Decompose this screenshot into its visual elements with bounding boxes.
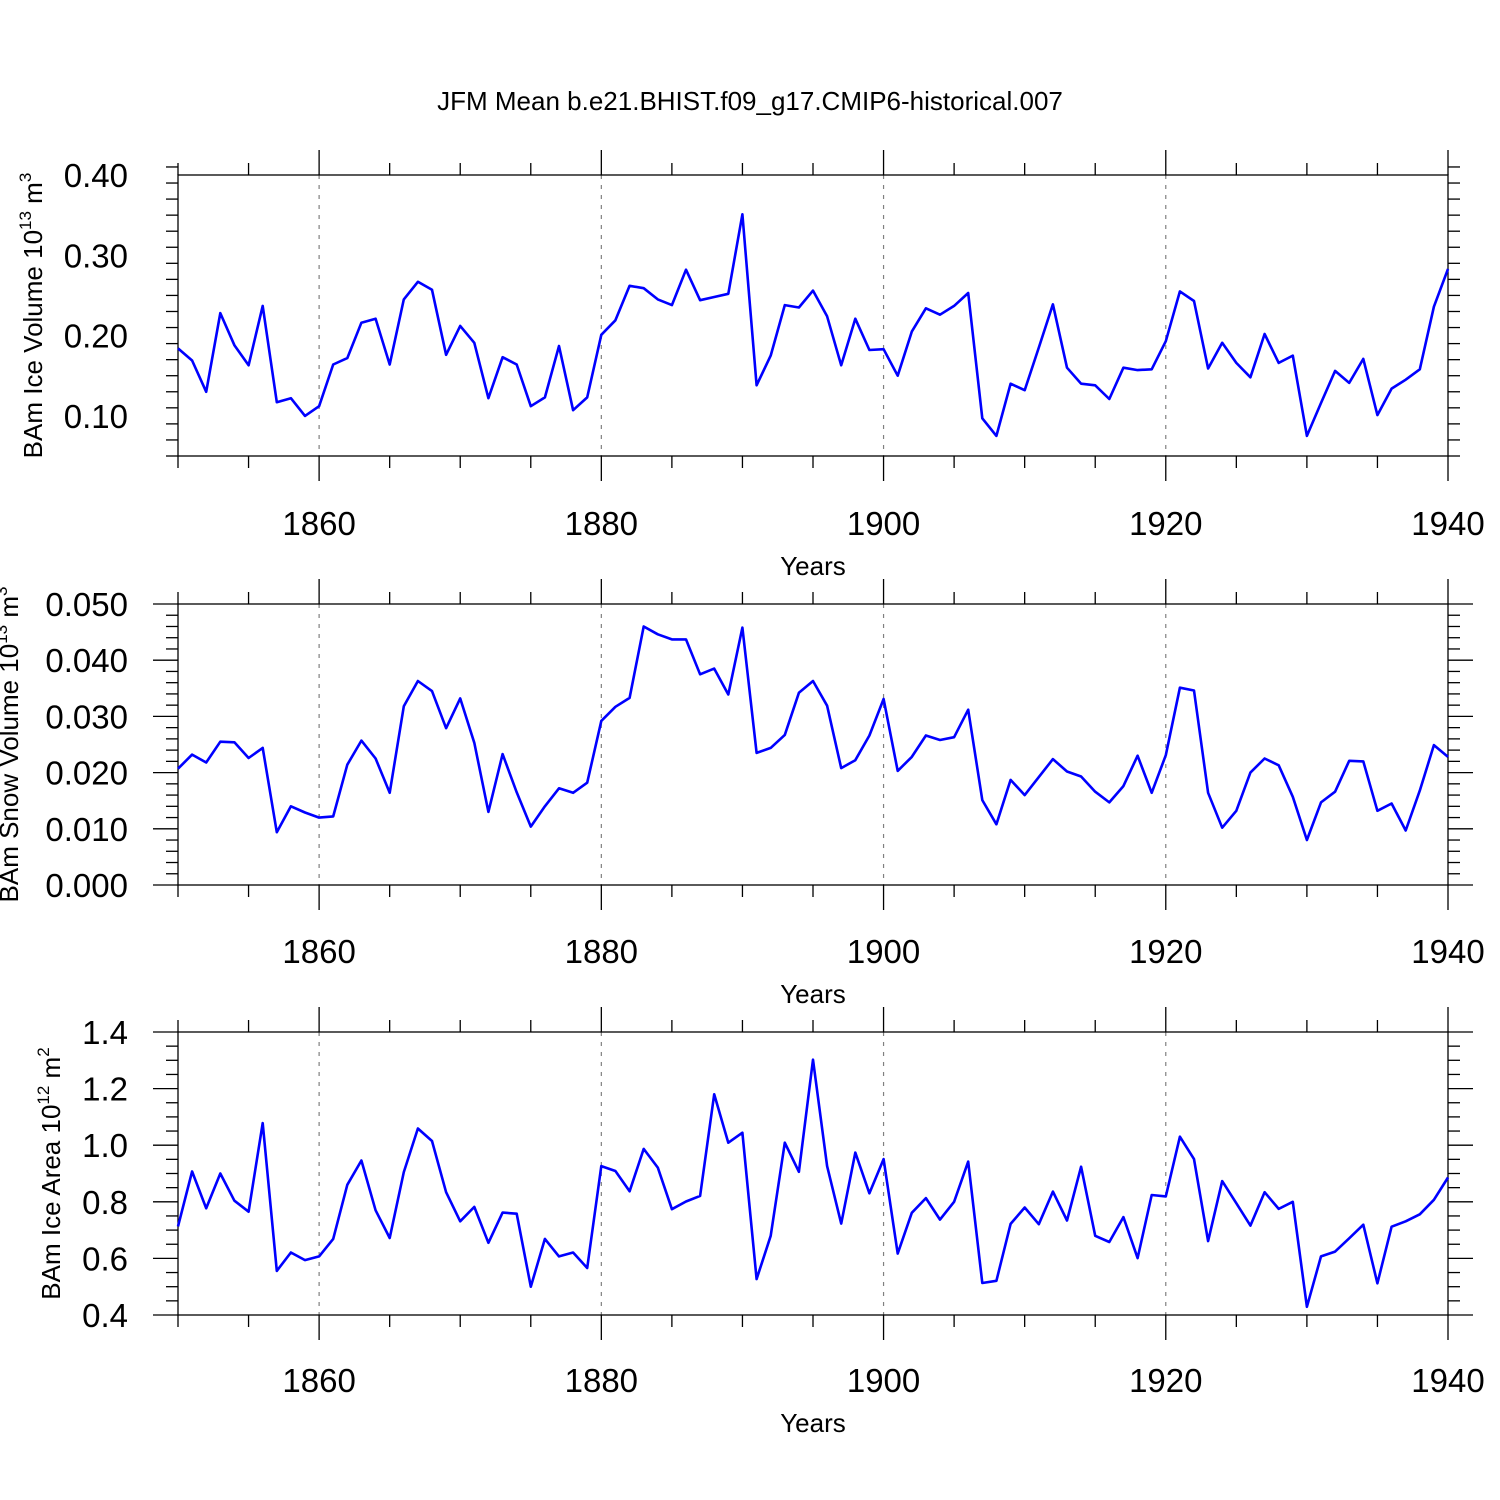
y-tick-label: 0.8 xyxy=(82,1184,128,1221)
x-tick-label: 1880 xyxy=(565,933,638,970)
plot-frame xyxy=(177,1031,1449,1316)
chart-title: JFM Mean b.e21.BHIST.f09_g17.CMIP6-histo… xyxy=(437,86,1063,116)
y-tick-label: 0.20 xyxy=(64,318,128,355)
x-tick-label: 1860 xyxy=(282,933,355,970)
y-axis-label: BAm Snow Volume 1013 m3 xyxy=(0,587,24,903)
panel-1: 1860 1880 1900 1920 1940 0.10 0.20 0.30 0.40 Year… xyxy=(16,150,1485,581)
y-tick-label: 0.4 xyxy=(82,1297,128,1334)
y-tick-label: 1.2 xyxy=(82,1071,128,1108)
y-axis-label: BAm Ice Volume 1013 m3 xyxy=(16,173,48,459)
plot-frame xyxy=(177,603,1449,886)
panels-group: 1860 1880 1900 1920 1940 0.10 0.20 0.30 0.40 Year… xyxy=(0,150,1485,1438)
panel-3: 1860 1880 1900 1920 1940 0.4 0.6 0.8 1.0 1.2 1.4 Ye… xyxy=(34,1007,1485,1438)
x-tick-label: 1880 xyxy=(565,505,638,542)
x-tick-label: 1920 xyxy=(1129,1362,1202,1399)
x-tick-label: 1860 xyxy=(282,1362,355,1399)
x-tick-label: 1900 xyxy=(847,933,920,970)
x-axis-label: Years xyxy=(780,1408,846,1438)
panel-2: 1860 1880 1900 1920 1940 0.000 0.010 0.020 0.030… xyxy=(0,579,1485,1009)
y-tick-label: 0.020 xyxy=(45,755,128,792)
plot-frame xyxy=(177,174,1449,457)
x-tick-label: 1940 xyxy=(1411,933,1484,970)
y-tick-label: 0.040 xyxy=(45,642,128,679)
x-tick-label: 1880 xyxy=(565,1362,638,1399)
y-tick-label: 1.0 xyxy=(82,1127,128,1164)
y-tick-label: 0.000 xyxy=(45,867,128,904)
y-tick-label: 0.40 xyxy=(64,157,128,194)
x-tick-label: 1920 xyxy=(1129,933,1202,970)
y-tick-label: 0.30 xyxy=(64,237,128,274)
x-tick-label: 1900 xyxy=(847,1362,920,1399)
y-tick-label: 0.10 xyxy=(64,398,128,435)
y-tick-label: 0.050 xyxy=(45,586,128,623)
series-line xyxy=(176,1058,1450,1309)
x-tick-label: 1920 xyxy=(1129,505,1202,542)
y-tick-label: 0.6 xyxy=(82,1240,128,1277)
x-tick-label: 1900 xyxy=(847,505,920,542)
x-axis-label: Years xyxy=(780,551,846,581)
x-axis-label: Years xyxy=(780,979,846,1009)
series-line xyxy=(177,625,1449,842)
y-tick-label: 0.010 xyxy=(45,811,128,848)
y-tick-label: 1.4 xyxy=(82,1014,128,1051)
x-tick-label: 1860 xyxy=(282,505,355,542)
series-line xyxy=(177,213,1450,438)
y-tick-label: 0.030 xyxy=(45,698,128,735)
x-tick-label: 1940 xyxy=(1411,505,1484,542)
y-axis-label: BAm Ice Area 1012 m2 xyxy=(34,1047,66,1299)
x-tick-label: 1940 xyxy=(1411,1362,1484,1399)
